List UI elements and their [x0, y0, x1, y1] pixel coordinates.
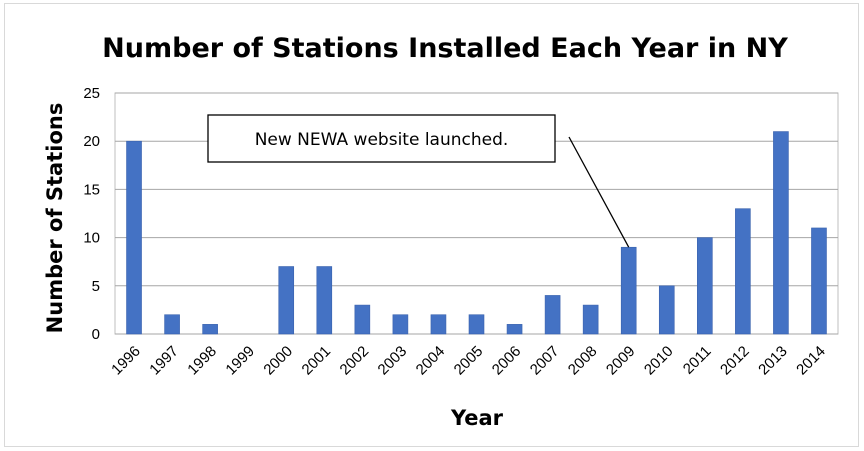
- bar-2008: [582, 304, 599, 335]
- bar-2003: [392, 314, 409, 335]
- bar-2007: [544, 295, 561, 335]
- x-tick-label: 2004: [413, 343, 449, 379]
- x-tick-label: 2006: [489, 343, 525, 379]
- x-tick-label: 2003: [375, 343, 411, 379]
- x-tick-label: 2000: [260, 343, 296, 379]
- bar-2010: [658, 285, 675, 335]
- annotation-text: New NEWA website launched.: [255, 130, 509, 150]
- x-tick-label: 1997: [146, 343, 182, 379]
- bar-2000: [278, 266, 295, 335]
- chart-frame: Number of Stations Installed Each Year i…: [4, 3, 859, 447]
- bar-2013: [773, 131, 789, 335]
- chart-title: Number of Stations Installed Each Year i…: [102, 33, 788, 64]
- bar-2006: [506, 324, 523, 335]
- x-tick-label: 1999: [222, 343, 258, 379]
- x-tick-label: 1998: [184, 343, 220, 379]
- x-tick-label: 2009: [603, 343, 639, 379]
- bar-2004: [430, 314, 447, 335]
- x-tick-label: 2008: [565, 343, 601, 379]
- bar-2005: [468, 314, 485, 335]
- y-tick-label: 25: [83, 85, 100, 102]
- bar-1996: [126, 140, 142, 335]
- x-tick-label: 2001: [298, 343, 334, 379]
- annotation-box: [207, 114, 556, 163]
- y-axis-title: Number of Stations: [43, 103, 67, 334]
- x-tick-label: 2011: [680, 343, 715, 378]
- x-axis-title: Year: [450, 406, 504, 430]
- x-tick-label: 2002: [337, 343, 373, 379]
- y-tick-labels: 0 5 10 15 20 25: [83, 85, 100, 343]
- y-tick-label: 0: [92, 326, 100, 343]
- x-tick-label: 2013: [755, 343, 791, 379]
- bar-2001: [316, 266, 333, 335]
- bar-chart: Number of Stations Installed Each Year i…: [43, 33, 839, 430]
- y-tick-label: 10: [83, 230, 100, 247]
- bar-2011: [697, 237, 713, 335]
- bar-2014: [811, 227, 827, 335]
- bar-1998: [202, 324, 218, 335]
- bars: [126, 131, 827, 335]
- x-tick-label: 2012: [717, 343, 753, 379]
- bar-2012: [735, 208, 751, 335]
- x-tick-label: 2014: [793, 343, 829, 379]
- x-tick-label: 1996: [108, 343, 144, 379]
- x-tick-label: 2007: [527, 343, 563, 379]
- x-tick-labels: 1996 1997 1998 1999 2000 2001 2002 2003 2004 2005…: [108, 343, 829, 379]
- y-tick-label: 5: [92, 278, 100, 295]
- x-tick-label: 2005: [451, 343, 487, 379]
- bar-2002: [354, 304, 371, 335]
- x-tick-label: 2010: [641, 343, 677, 379]
- y-tick-label: 15: [83, 181, 100, 198]
- y-tick-label: 20: [83, 133, 100, 150]
- bar-1997: [164, 314, 180, 335]
- bar-2009: [620, 246, 637, 335]
- annotation-leader-line: [568, 136, 630, 248]
- annotation: New NEWA website launched.: [207, 114, 630, 248]
